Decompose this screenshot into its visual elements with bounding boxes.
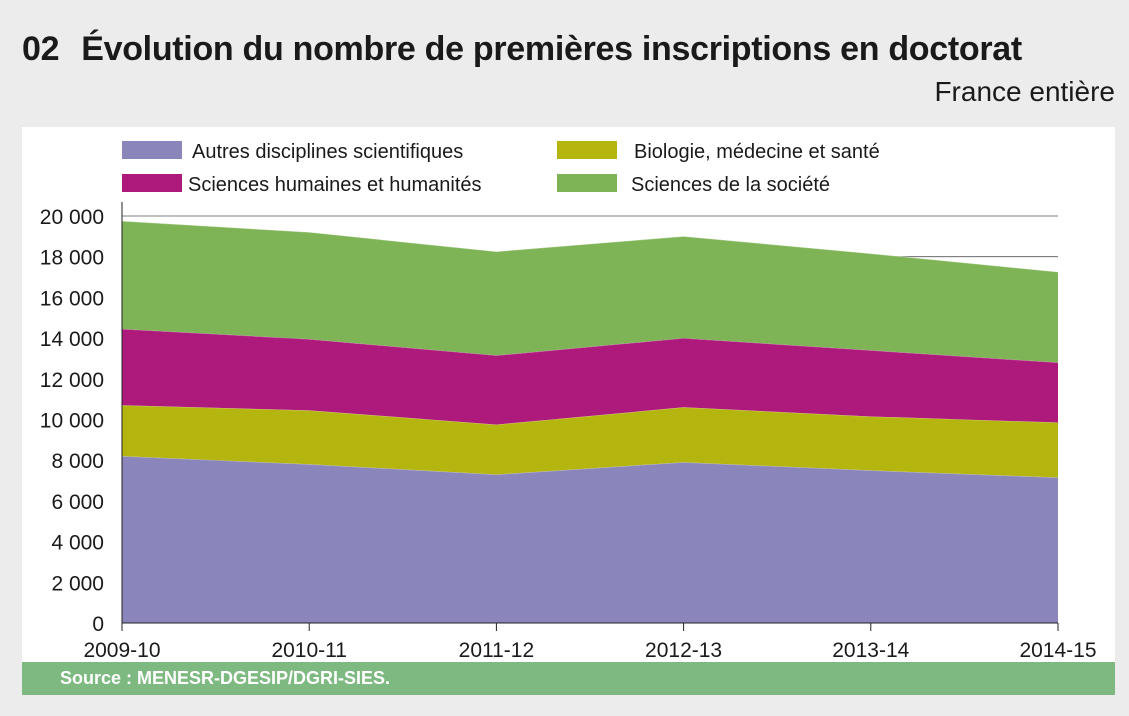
figure-number: 02 [22, 30, 60, 68]
y-tick-label: 20 000 [40, 206, 104, 229]
source-text: Source : MENESR-DGESIP/DGRI-SIES. [60, 668, 391, 688]
x-tick-label: 2010-11 [271, 639, 347, 662]
y-tick-label: 4 000 [51, 532, 104, 555]
y-tick-label: 2 000 [51, 572, 104, 595]
legend-swatch [557, 141, 617, 159]
x-tick-label: 2011-12 [459, 639, 535, 662]
area-edge [121, 220, 1059, 273]
page-title: 02 Évolution du nombre de premières inscr… [22, 30, 1022, 69]
area-sciences-humaines-et-humanit-s [122, 328, 1058, 425]
y-tick-label: 18 000 [40, 247, 104, 270]
y-tick-label: 0 [92, 613, 104, 636]
axes: 0 2 000 4 000 6 000 8 000 10 000 12 000 14 000 1… [40, 202, 1097, 662]
x-tick-label: 2014-15 [1019, 639, 1096, 662]
legend: Autres disciplines scientifiques Biologie… [122, 141, 880, 196]
figure-title: Évolution du nombre de premières inscrip… [81, 30, 1022, 68]
y-tick-label: 16 000 [40, 287, 104, 310]
source-bar: Source : MENESR-DGESIP/DGRI-SIES. [22, 662, 1115, 695]
legend-label: Sciences de la société [631, 174, 830, 196]
area-series [121, 220, 1059, 623]
legend-swatch [122, 141, 182, 159]
y-tick-label: 12 000 [40, 369, 104, 392]
legend-label: Biologie, médecine et santé [634, 141, 880, 163]
figure-subtitle: France entière [934, 76, 1115, 107]
y-tick-label: 8 000 [51, 450, 104, 473]
legend-label: Sciences humaines et humanités [188, 174, 482, 196]
area-autres-disciplines-scientifiques [122, 456, 1058, 623]
legend-label: Autres disciplines scientifiques [192, 141, 463, 163]
x-tick-label: 2012-13 [645, 639, 722, 662]
x-tick-label: 2013-14 [832, 639, 909, 662]
area-sciences-de-la-soci-t- [122, 221, 1058, 363]
y-tick-label: 10 000 [40, 410, 104, 433]
area-biologie-m-decine-et-sant- [122, 405, 1058, 478]
legend-swatch [557, 174, 617, 192]
legend-swatch [122, 174, 182, 192]
y-tick-label: 6 000 [51, 491, 104, 514]
y-tick-label: 14 000 [40, 328, 104, 351]
x-tick-label: 2009-10 [83, 639, 160, 662]
